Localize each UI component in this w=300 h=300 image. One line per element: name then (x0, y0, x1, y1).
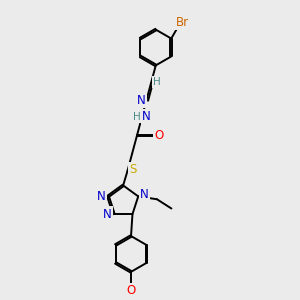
Text: N: N (142, 110, 151, 123)
Text: O: O (126, 284, 136, 297)
Text: N: N (137, 94, 146, 107)
Text: H: H (153, 77, 161, 87)
Text: S: S (129, 163, 136, 176)
Text: Br: Br (176, 16, 189, 29)
Text: N: N (103, 208, 112, 220)
Text: N: N (140, 188, 149, 201)
Text: H: H (133, 112, 141, 122)
Text: N: N (97, 190, 106, 203)
Text: O: O (154, 129, 164, 142)
